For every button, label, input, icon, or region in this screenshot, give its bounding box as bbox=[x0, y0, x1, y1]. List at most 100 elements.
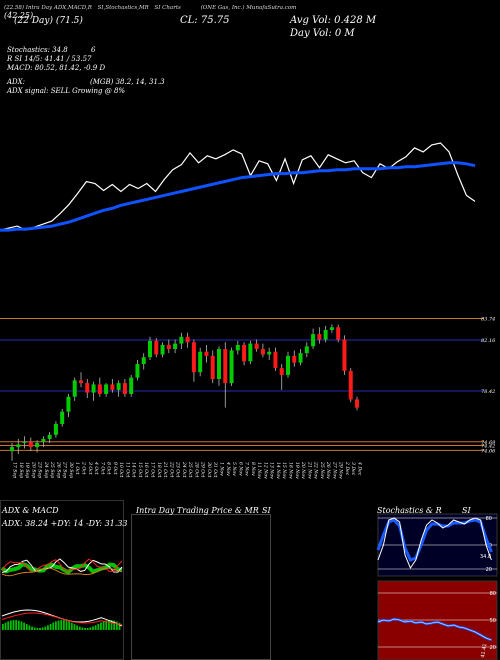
candle-body bbox=[173, 343, 178, 350]
candle-body bbox=[85, 383, 90, 393]
x-axis-label: 17 Oct bbox=[150, 462, 156, 478]
macd-bar bbox=[97, 623, 100, 630]
x-axis-label: 20 Sep bbox=[30, 461, 36, 478]
candle-body bbox=[72, 380, 77, 397]
macd-bar bbox=[9, 620, 12, 630]
stochastics-text: Stochastics: 34.8 bbox=[7, 46, 68, 54]
macd-bar bbox=[89, 627, 92, 630]
candle-body bbox=[267, 351, 272, 355]
macd-bar bbox=[118, 622, 121, 630]
day-vol: Day Vol: 0 M bbox=[290, 28, 355, 39]
macd-bar bbox=[76, 625, 78, 630]
candle-body bbox=[179, 336, 184, 344]
macd-bar bbox=[23, 622, 25, 630]
intraday-panel-si: SI bbox=[262, 506, 271, 515]
macd-bar bbox=[52, 622, 55, 630]
x-axis-label: 26 Sep bbox=[55, 461, 61, 478]
macd-bar bbox=[15, 620, 18, 630]
price-level-label: 74.42 bbox=[481, 443, 495, 449]
candle-body bbox=[97, 384, 102, 394]
adx-line bbox=[1, 567, 123, 577]
x-axis-label: 24 Oct bbox=[181, 461, 187, 478]
rsi-tick: 20 bbox=[490, 645, 496, 651]
x-axis-label: 11 Oct bbox=[124, 462, 130, 478]
candle-body bbox=[342, 339, 347, 371]
x-axis-label: 14 Oct bbox=[131, 462, 137, 478]
x-axis-label: 29 Nov bbox=[338, 461, 344, 479]
x-axis-label: 21 Oct bbox=[162, 461, 168, 478]
macd-signal-line bbox=[1, 612, 123, 626]
rsi-tick: 80 bbox=[490, 591, 496, 597]
candle-body bbox=[35, 443, 40, 448]
candle-body bbox=[135, 364, 140, 378]
macd-text: MACD: 80.52, 81.42, -0.9 D bbox=[7, 64, 106, 72]
candle-body bbox=[60, 411, 65, 424]
candle-body bbox=[311, 334, 316, 347]
x-axis-label: 18 Nov bbox=[288, 462, 294, 479]
x-axis-label: 15 Oct bbox=[137, 462, 143, 478]
price-level-label: 78.42 bbox=[481, 389, 495, 395]
macd-bar bbox=[115, 621, 118, 630]
header-title-company: (ONE Gas, Inc.) MunafaSutra.com bbox=[200, 5, 297, 11]
candle-body bbox=[223, 349, 228, 384]
x-axis-label: 23 Sep bbox=[37, 461, 43, 478]
macd-bar bbox=[105, 620, 108, 630]
candle-body bbox=[329, 327, 334, 330]
x-axis-label: 16 Oct bbox=[143, 462, 149, 478]
candle-body bbox=[16, 444, 21, 448]
x-axis-label: 4 Nov bbox=[225, 461, 231, 476]
adx-panel-title: ADX & MACD bbox=[2, 506, 59, 515]
header-title-adx: (22.58) Intra Day ADX,MACD,R bbox=[4, 5, 92, 11]
macd-bar bbox=[100, 622, 102, 630]
candle-body bbox=[286, 355, 290, 375]
candle-body bbox=[248, 343, 253, 362]
x-axis-label: 7 Nov bbox=[244, 462, 250, 476]
candle-body bbox=[204, 351, 209, 356]
macd-bar bbox=[31, 626, 33, 630]
close-price: CL: 75.75 bbox=[180, 15, 230, 26]
macd-bar bbox=[84, 627, 86, 630]
x-axis-label: 11 Nov bbox=[256, 462, 262, 479]
macd-bar bbox=[57, 620, 60, 630]
macd-bar bbox=[65, 620, 68, 630]
candle-body bbox=[148, 340, 152, 358]
x-axis-label: 10 Oct bbox=[118, 462, 124, 478]
candle-body bbox=[260, 349, 265, 355]
candles bbox=[10, 324, 359, 461]
stoch-panel-title: Stochastics & R bbox=[377, 506, 442, 515]
rsi-line-inner bbox=[377, 618, 492, 641]
candle-body bbox=[242, 344, 247, 362]
x-axis-label: 19 Nov bbox=[294, 462, 300, 479]
candle-body bbox=[79, 380, 83, 384]
x-axis-label: 21 Nov bbox=[306, 461, 312, 479]
x-axis-label: 27 Nov bbox=[331, 461, 337, 479]
candle-body bbox=[254, 343, 259, 350]
candle-body bbox=[10, 447, 14, 452]
candle-body bbox=[166, 344, 171, 350]
x-axis-label: 8 Oct bbox=[106, 462, 112, 475]
macd-bar bbox=[92, 626, 94, 630]
macd-bar bbox=[25, 624, 28, 630]
x-axis-label: 18 Oct bbox=[156, 462, 162, 478]
adx-values-text: ADX: 38.24 +DY: 14 -DY: 31.33 bbox=[2, 519, 128, 528]
macd-bar bbox=[108, 620, 110, 630]
candle-body bbox=[323, 329, 328, 340]
candle-body bbox=[129, 377, 134, 394]
macd-bar bbox=[2, 624, 4, 630]
macd-bar bbox=[17, 620, 20, 630]
macd-bar bbox=[28, 625, 31, 630]
x-axis-label: 30 Sep bbox=[68, 462, 74, 478]
candle-body bbox=[160, 344, 165, 355]
macd-bar bbox=[73, 624, 76, 630]
candle-body bbox=[154, 340, 159, 355]
macd-bar bbox=[70, 622, 73, 630]
x-axis-label: 31 Oct bbox=[212, 462, 218, 478]
macd-bar bbox=[78, 626, 81, 630]
adx-values: (MGB) 38.2, 14, 31.3 bbox=[90, 78, 165, 86]
macd-bar bbox=[36, 627, 39, 630]
macd-bar bbox=[41, 627, 44, 630]
